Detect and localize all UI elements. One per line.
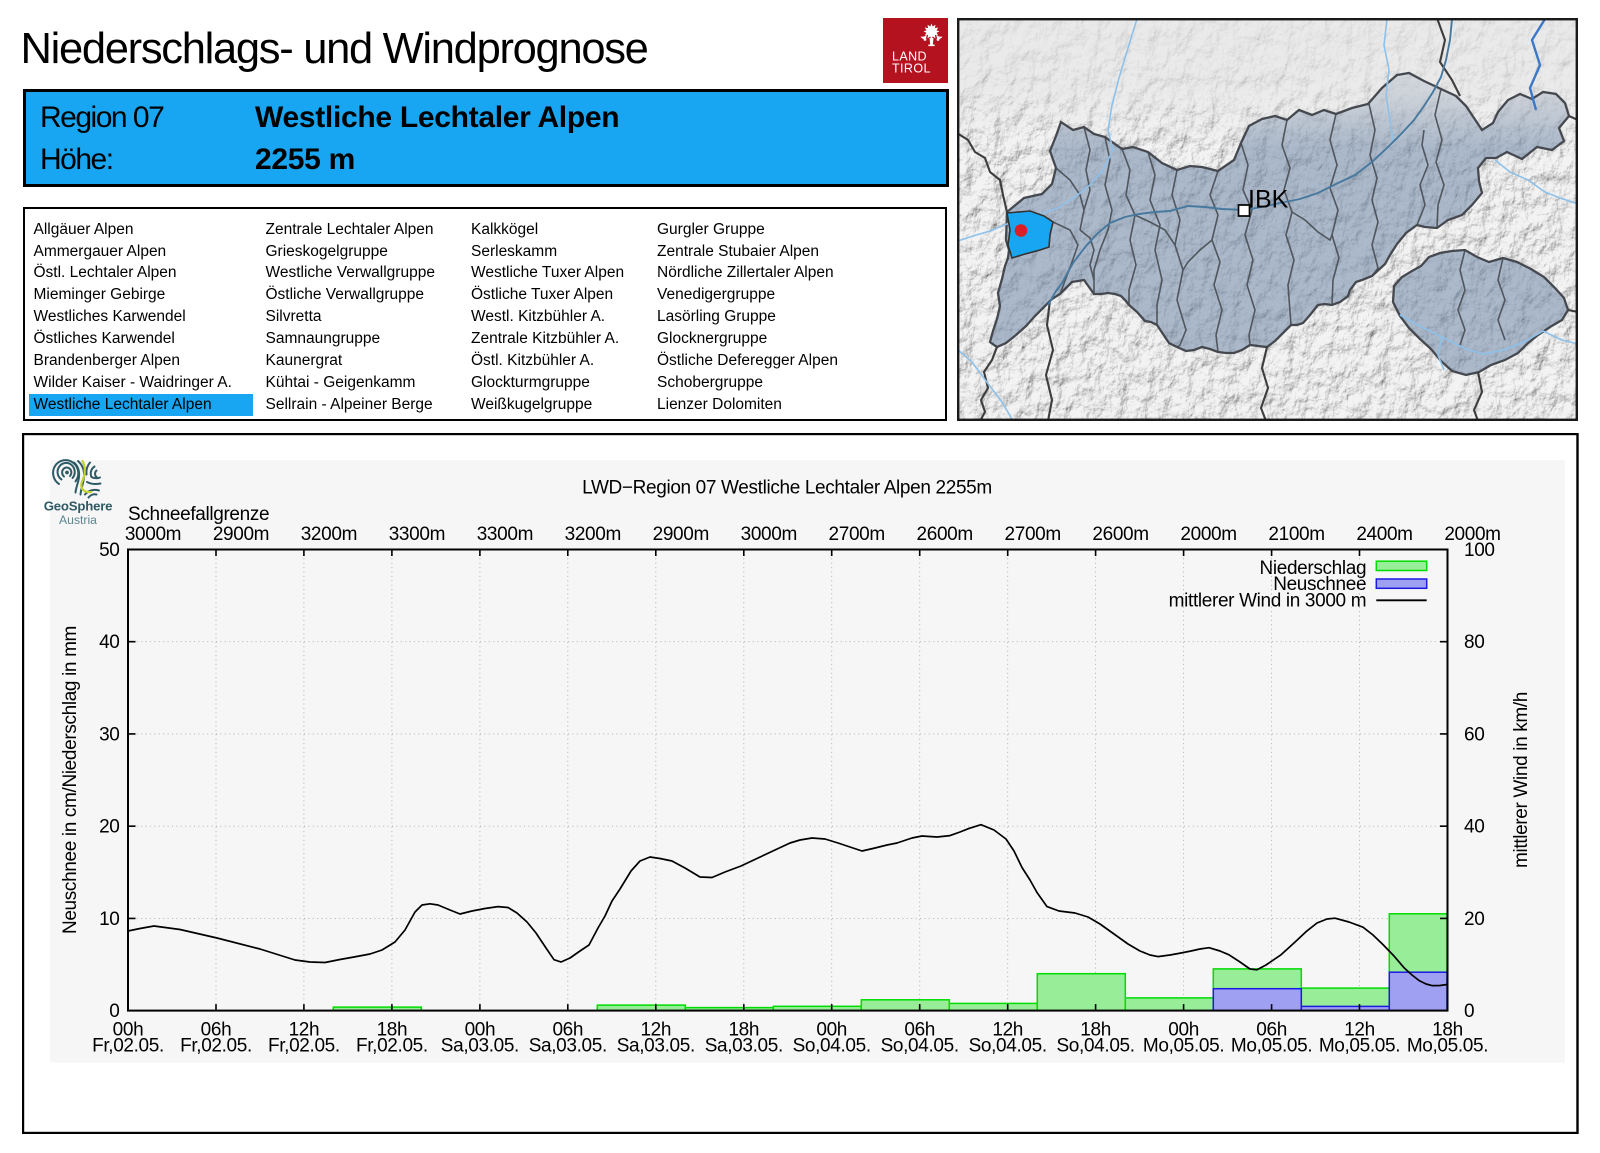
svg-text:18h: 18h bbox=[1080, 1020, 1111, 1041]
svg-text:Neuschnee in cm/Niederschlag i: Neuschnee in cm/Niederschlag in mm bbox=[60, 626, 81, 934]
svg-text:10: 10 bbox=[99, 909, 119, 930]
svg-text:00h: 00h bbox=[113, 1020, 144, 1041]
svg-text:So,04.05.: So,04.05. bbox=[1056, 1035, 1134, 1056]
svg-text:3300m: 3300m bbox=[477, 524, 533, 545]
svg-text:3000m: 3000m bbox=[741, 524, 797, 545]
svg-text:Fr,02.05.: Fr,02.05. bbox=[180, 1035, 252, 1056]
svg-text:06h: 06h bbox=[1256, 1020, 1287, 1041]
svg-text:40: 40 bbox=[1464, 817, 1484, 838]
svg-text:60: 60 bbox=[1464, 724, 1484, 745]
svg-text:Mo,05.05.: Mo,05.05. bbox=[1407, 1035, 1488, 1056]
svg-text:Mo,05.05.: Mo,05.05. bbox=[1231, 1035, 1312, 1056]
svg-text:Niederschlag: Niederschlag bbox=[1259, 558, 1366, 579]
svg-text:So,04.05.: So,04.05. bbox=[881, 1035, 959, 1056]
svg-text:3200m: 3200m bbox=[301, 524, 357, 545]
svg-text:2100m: 2100m bbox=[1268, 524, 1324, 545]
svg-text:00h: 00h bbox=[1168, 1020, 1199, 1041]
svg-text:18h: 18h bbox=[728, 1020, 759, 1041]
svg-text:Sa,03.05.: Sa,03.05. bbox=[529, 1035, 607, 1056]
svg-text:GeoSphere: GeoSphere bbox=[44, 499, 113, 514]
svg-text:0: 0 bbox=[1464, 1001, 1474, 1022]
svg-text:Schneefallgrenze: Schneefallgrenze bbox=[128, 504, 269, 525]
svg-text:2400m: 2400m bbox=[1356, 524, 1412, 545]
svg-text:12h: 12h bbox=[992, 1020, 1023, 1041]
svg-text:3200m: 3200m bbox=[565, 524, 621, 545]
svg-text:Austria: Austria bbox=[59, 513, 97, 527]
svg-text:18h: 18h bbox=[1432, 1020, 1463, 1041]
svg-text:18h: 18h bbox=[377, 1020, 408, 1041]
svg-text:20: 20 bbox=[99, 817, 119, 838]
svg-text:2600m: 2600m bbox=[1092, 524, 1148, 545]
svg-text:2000m: 2000m bbox=[1180, 524, 1236, 545]
svg-text:20: 20 bbox=[1464, 909, 1484, 930]
svg-text:LAND: LAND bbox=[892, 50, 927, 64]
svg-text:3300m: 3300m bbox=[389, 524, 445, 545]
svg-text:06h: 06h bbox=[201, 1020, 232, 1041]
svg-text:Neuschnee: Neuschnee bbox=[1273, 574, 1366, 595]
svg-text:00h: 00h bbox=[465, 1020, 496, 1041]
svg-text:2700m: 2700m bbox=[829, 524, 885, 545]
svg-text:Sa,03.05.: Sa,03.05. bbox=[705, 1035, 783, 1056]
svg-text:Fr,02.05.: Fr,02.05. bbox=[268, 1035, 340, 1056]
svg-text:mittlerer Wind in 3000 m: mittlerer Wind in 3000 m bbox=[1169, 591, 1367, 612]
svg-text:So,04.05.: So,04.05. bbox=[793, 1035, 871, 1056]
svg-text:2700m: 2700m bbox=[1005, 524, 1061, 545]
svg-text:12h: 12h bbox=[640, 1020, 671, 1041]
svg-text:2600m: 2600m bbox=[917, 524, 973, 545]
svg-text:06h: 06h bbox=[904, 1020, 935, 1041]
svg-text:100: 100 bbox=[1464, 540, 1495, 561]
svg-text:00h: 00h bbox=[816, 1020, 847, 1041]
svg-text:mittlerer Wind in km/h: mittlerer Wind in km/h bbox=[1511, 692, 1532, 868]
svg-text:2000m: 2000m bbox=[1444, 524, 1500, 545]
svg-text:Fr,02.05.: Fr,02.05. bbox=[356, 1035, 428, 1056]
svg-text:2900m: 2900m bbox=[653, 524, 709, 545]
svg-text:Mo,05.05.: Mo,05.05. bbox=[1319, 1035, 1400, 1056]
svg-text:12h: 12h bbox=[1344, 1020, 1375, 1041]
svg-text:Fr,02.05.: Fr,02.05. bbox=[92, 1035, 164, 1056]
svg-text:12h: 12h bbox=[289, 1020, 320, 1041]
svg-text:50: 50 bbox=[99, 540, 119, 561]
svg-text:Mo,05.05.: Mo,05.05. bbox=[1143, 1035, 1224, 1056]
svg-text:Sa,03.05.: Sa,03.05. bbox=[617, 1035, 695, 1056]
svg-text:Sa,03.05.: Sa,03.05. bbox=[441, 1035, 519, 1056]
svg-text:2900m: 2900m bbox=[213, 524, 269, 545]
svg-text:LWD−Region 07 Westliche Lechta: LWD−Region 07 Westliche Lechtaler Alpen … bbox=[582, 478, 992, 499]
svg-text:IBK: IBK bbox=[1248, 186, 1289, 214]
svg-text:06h: 06h bbox=[552, 1020, 583, 1041]
svg-text:TIROL: TIROL bbox=[892, 62, 931, 76]
svg-text:3000m: 3000m bbox=[125, 524, 181, 545]
svg-text:So,04.05.: So,04.05. bbox=[969, 1035, 1047, 1056]
svg-text:80: 80 bbox=[1464, 632, 1484, 653]
svg-text:40: 40 bbox=[99, 632, 119, 653]
svg-text:0: 0 bbox=[109, 1001, 119, 1022]
svg-text:30: 30 bbox=[99, 724, 119, 745]
